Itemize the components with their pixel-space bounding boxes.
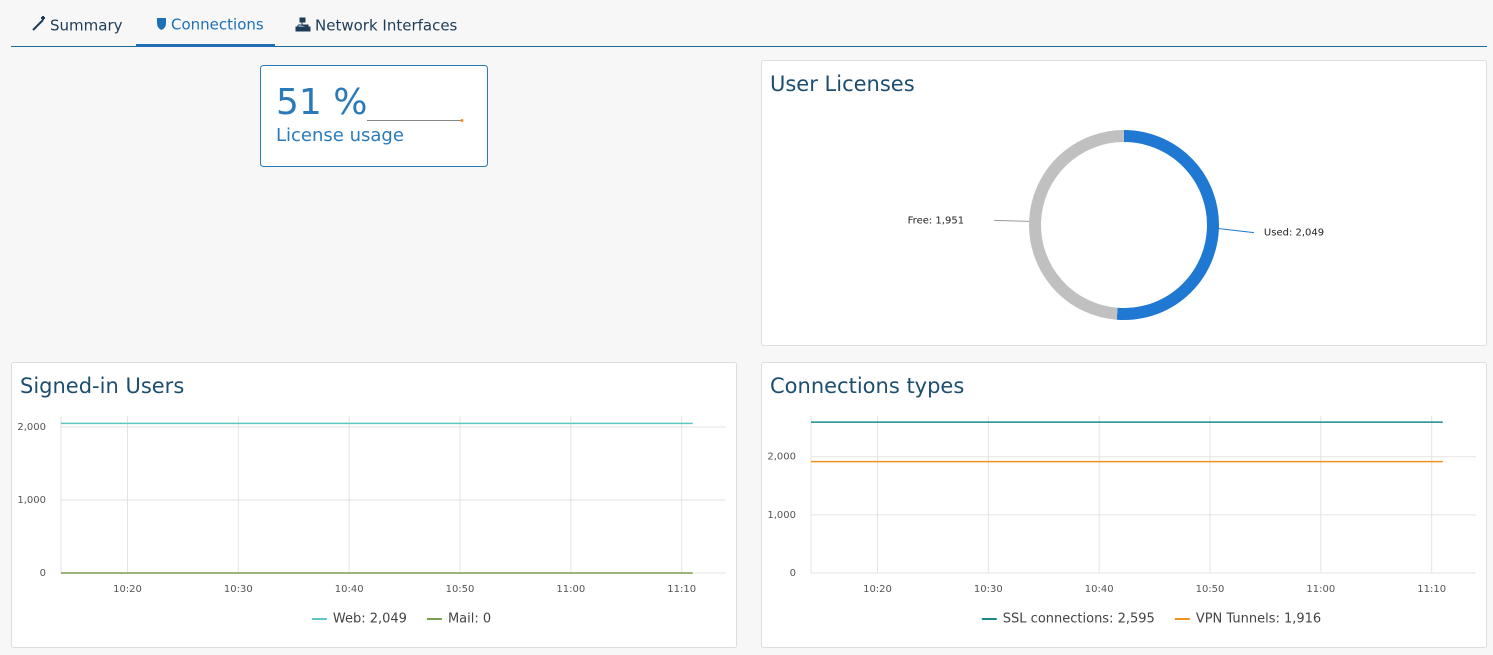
license-card (260, 65, 488, 167)
tab[interactable]: Network Interfaces (315, 17, 458, 35)
legend-label: Mail: 0 (448, 612, 491, 627)
panel (11, 362, 737, 648)
data-label: Used: 2,049 (1264, 228, 1324, 239)
panel-title: Signed-in Users (20, 374, 184, 398)
license-value: 51 % (276, 82, 367, 123)
y-tick-label: 1,000 (17, 495, 46, 506)
wand-icon (32, 16, 45, 31)
tab[interactable]: Connections (171, 16, 264, 34)
x-tick-label: 10:30 (974, 584, 1003, 595)
tab-icons (32, 16, 311, 32)
y-tick-label: 0 (790, 568, 796, 579)
x-tick-label: 11:00 (556, 584, 585, 595)
x-tick-label: 11:10 (667, 584, 696, 595)
x-tick-label: 11:00 (1306, 584, 1335, 595)
active-tab-underline (136, 44, 275, 47)
x-tick-label: 10:50 (1196, 584, 1225, 595)
x-tick-label: 10:40 (1085, 584, 1114, 595)
donut-segment (1116, 130, 1219, 320)
network-icon (295, 17, 311, 32)
license-label: License usage (276, 125, 404, 146)
panel (761, 362, 1487, 648)
tab[interactable]: Summary (50, 17, 123, 35)
x-tick-label: 10:40 (335, 584, 364, 595)
x-tick-label: 10:20 (113, 584, 142, 595)
x-tick-label: 10:30 (224, 584, 253, 595)
leader-line (1218, 228, 1254, 234)
legend-label: Web: 2,049 (333, 612, 407, 627)
donut-segment (1029, 130, 1125, 320)
data-label: Free: 1,951 (908, 215, 964, 226)
y-tick-label: 2,000 (17, 422, 46, 433)
panel (761, 60, 1487, 346)
legend-label: VPN Tunnels: 1,916 (1196, 612, 1321, 627)
x-tick-label: 10:20 (863, 584, 892, 595)
leader-line (994, 219, 1030, 222)
sparkline-dot (460, 119, 464, 122)
y-tick-label: 1,000 (767, 510, 796, 521)
x-tick-label: 10:50 (446, 584, 475, 595)
panel-title: Connections types (770, 374, 964, 398)
y-tick-label: 0 (40, 568, 46, 579)
panel-title: User Licenses (770, 72, 915, 96)
y-tick-label: 2,000 (767, 452, 796, 463)
shield-icon (157, 18, 166, 30)
x-tick-label: 11:10 (1417, 584, 1446, 595)
legend-label: SSL connections: 2,595 (1003, 612, 1155, 627)
